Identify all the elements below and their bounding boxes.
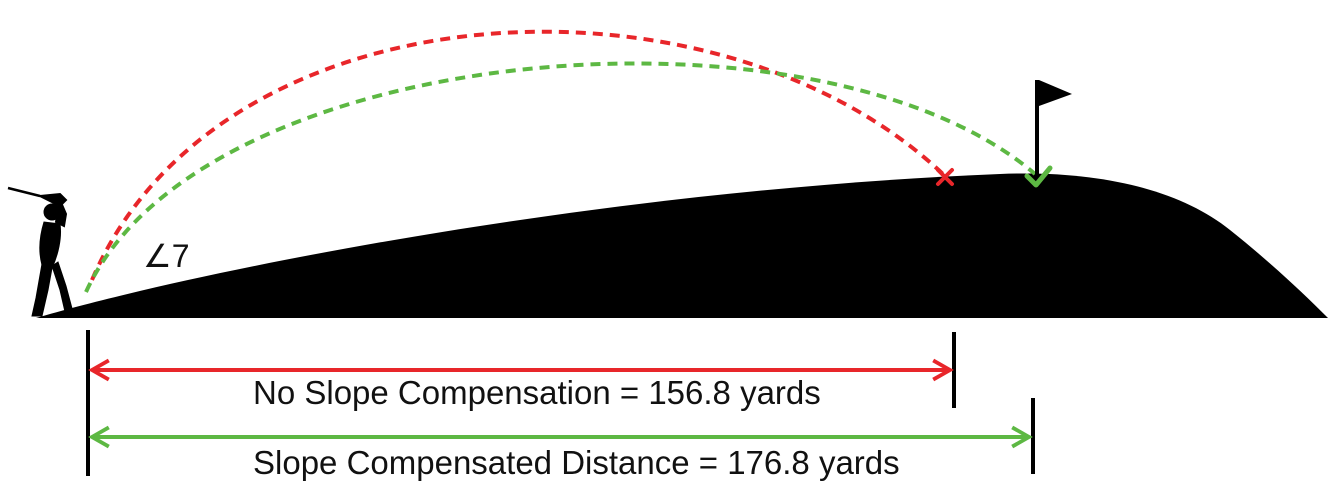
- flag-icon: [1035, 80, 1072, 174]
- golfer-silhouette: [7, 186, 75, 317]
- check-mark-icon: [1024, 165, 1053, 188]
- launch-angle-label: ∠7: [143, 238, 190, 274]
- trajectory-no-slope: [90, 29, 947, 281]
- no-slope-distance-label: No Slope Compensation = 156.8 yards: [253, 374, 821, 411]
- slope-compensated-distance-label: Slope Compensated Distance = 176.8 yards: [253, 444, 900, 481]
- trajectory-slope-compensated: [84, 61, 1037, 293]
- x-mark-icon: [936, 168, 954, 186]
- hill-terrain: [36, 173, 1328, 318]
